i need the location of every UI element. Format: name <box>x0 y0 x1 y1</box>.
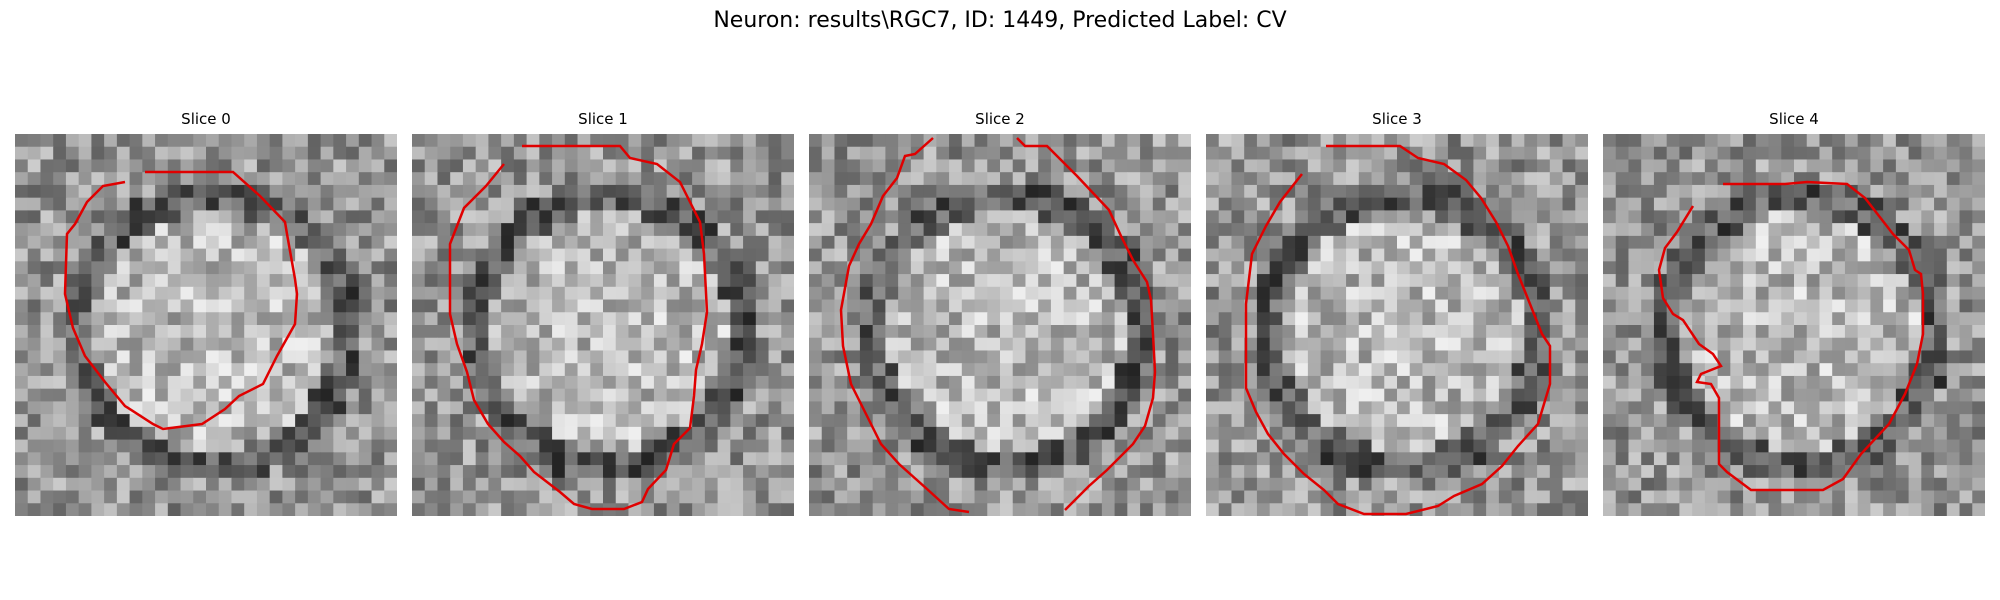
slice-4-image <box>1603 134 1985 516</box>
slice-1-contour <box>448 144 709 511</box>
slice-1-title: Slice 1 <box>578 110 628 128</box>
slice-3-contour <box>1244 144 1552 516</box>
figure-title: Neuron: results\RGC7, ID: 1449, Predicte… <box>713 8 1287 33</box>
slice-0-panel: Slice 0 <box>15 108 397 516</box>
slice-2-panel: Slice 2 <box>809 108 1191 516</box>
slice-4-panel: Slice 4 <box>1603 108 1985 516</box>
slice-0-image <box>15 134 397 516</box>
slice-4-contour <box>1657 180 1925 492</box>
slice-2-contour-right <box>1016 137 1157 511</box>
slice-0-contour <box>63 170 299 431</box>
slice-2-contour-left <box>839 137 970 514</box>
slice-3-panel: Slice 3 <box>1206 108 1588 516</box>
slice-0-title: Slice 0 <box>181 110 231 128</box>
slice-1-image <box>412 134 794 516</box>
slice-2-image <box>809 134 1191 516</box>
slice-1-panel: Slice 1 <box>412 108 794 516</box>
slice-3-image <box>1206 134 1588 516</box>
slice-4-title: Slice 4 <box>1769 110 1819 128</box>
slice-3-title: Slice 3 <box>1372 110 1422 128</box>
slice-2-title: Slice 2 <box>975 110 1025 128</box>
